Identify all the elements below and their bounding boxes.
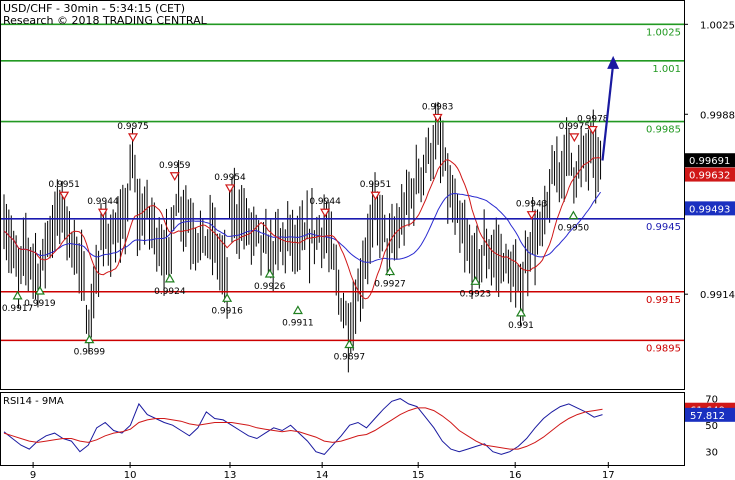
level-label-0.9945: 0.9945 xyxy=(646,222,681,233)
level-label-0.9985: 0.9985 xyxy=(646,125,681,136)
swing-low-marker xyxy=(292,305,303,315)
swing-low-label: 0.9897 xyxy=(334,353,366,363)
rsi-value-box xyxy=(685,407,735,422)
swing-low-marker xyxy=(222,293,233,302)
price-panel-frame xyxy=(0,0,685,390)
forecast-arrow-shaft xyxy=(601,63,615,161)
rsi-series-RSI14 xyxy=(3,398,603,455)
swing-high-label: 0.9983 xyxy=(422,102,454,112)
x-axis-label-14: 14 xyxy=(316,470,329,480)
price-axis-label-0.9914: 0.9914 xyxy=(700,290,735,301)
swing-high-marker xyxy=(169,172,180,181)
ma-fast-value-text: 0.99632 xyxy=(689,171,730,182)
current-price-box xyxy=(685,153,735,168)
swing-low-marker xyxy=(470,276,481,285)
rsi-axis-label-70: 70 xyxy=(705,395,718,406)
swing-high-label: 0.9978 xyxy=(577,115,609,125)
swing-high-marker xyxy=(370,191,381,201)
level-label-0.9915: 0.9915 xyxy=(646,295,681,306)
swing-low-marker xyxy=(344,339,355,349)
price-bars xyxy=(3,101,602,373)
price-axis-label-0.9988: 0.9988 xyxy=(700,110,735,121)
ma-slow-value-box xyxy=(685,201,735,216)
rsi-axis-label-30: 30 xyxy=(705,448,718,459)
swing-low-marker xyxy=(84,334,95,344)
swing-high-marker xyxy=(224,184,236,194)
swing-high-label: 0.9951 xyxy=(48,180,80,190)
swing-high-label: 0.9951 xyxy=(360,180,392,190)
x-axis-label-13: 13 xyxy=(224,470,237,480)
swing-low-label: 0.9927 xyxy=(374,280,406,290)
level-label-1.0025: 1.0025 xyxy=(646,27,681,38)
current-price-text: 0.99691 xyxy=(689,156,730,167)
swing-high-label: 0.9954 xyxy=(214,173,246,183)
rsi-axis-label-50: 50 xyxy=(705,421,718,432)
swing-high-marker xyxy=(432,113,443,123)
swing-high-marker xyxy=(59,191,70,201)
swing-low-marker xyxy=(34,285,45,295)
swing-high-label: 0.9943 xyxy=(516,200,548,210)
swing-low-label: 0.991 xyxy=(508,321,534,331)
ma-fast-value-box xyxy=(685,167,735,182)
ma-slow-value-text: 0.99493 xyxy=(689,204,730,215)
swing-low-label: 0.9950 xyxy=(558,224,590,234)
swing-low-label: 0.9924 xyxy=(154,287,186,297)
swing-low-label: 0.9917 xyxy=(2,304,34,314)
swing-high-marker xyxy=(320,208,331,218)
swing-high-label: 0.9944 xyxy=(87,197,119,207)
swing-low-marker xyxy=(385,266,396,276)
ma-slow-line xyxy=(3,191,602,263)
x-axis-label-9: 9 xyxy=(30,470,36,480)
x-axis-label-17: 17 xyxy=(602,470,615,480)
level-label-1.001: 1.001 xyxy=(652,64,681,75)
level-label-0.9895: 0.9895 xyxy=(646,343,681,354)
swing-high-marker xyxy=(127,133,139,143)
swing-high-label: 0.9959 xyxy=(159,161,191,171)
price-axis-label-1.0025: 1.0025 xyxy=(700,20,735,31)
chart-title: USD/CHF - 30min - 5:34:15 (CET) xyxy=(3,2,185,15)
swing-low-marker xyxy=(12,290,23,300)
rsi-value-text: 57.812 xyxy=(690,411,725,422)
swing-low-label: 0.9926 xyxy=(254,282,286,292)
swing-high-marker xyxy=(569,133,580,143)
rsi-series-9MA xyxy=(3,407,603,450)
swing-low-label: 0.9923 xyxy=(460,289,492,299)
x-axis-label-15: 15 xyxy=(412,470,425,480)
swing-low-label: 0.9916 xyxy=(211,306,243,316)
swing-high-label: 0.9944 xyxy=(309,197,341,207)
swing-low-marker xyxy=(164,273,175,283)
x-axis-label-16: 16 xyxy=(509,470,522,480)
swing-high-label: 0.9975 xyxy=(117,122,149,132)
research-credit: Research © 2018 TRADING CENTRAL xyxy=(3,14,207,27)
rsi-title: RSI14 - 9MA xyxy=(3,396,64,407)
swing-low-label: 0.9899 xyxy=(74,348,106,358)
swing-high-label: 0.9975 xyxy=(559,122,591,132)
swing-high-marker xyxy=(587,125,598,135)
rsi-panel-frame xyxy=(0,392,685,466)
swing-high-marker xyxy=(97,208,108,218)
swing-low-marker xyxy=(264,268,275,278)
swing-low-marker xyxy=(568,210,579,220)
ma-fast-line xyxy=(3,156,601,300)
swing-low-label: 0.9911 xyxy=(282,318,314,328)
swing-high-marker xyxy=(526,211,537,220)
x-axis-label-10: 10 xyxy=(124,470,137,480)
swing-low-marker xyxy=(515,307,527,317)
swing-low-label: 0.9919 xyxy=(24,299,56,309)
forecast-arrow-head xyxy=(607,55,620,69)
